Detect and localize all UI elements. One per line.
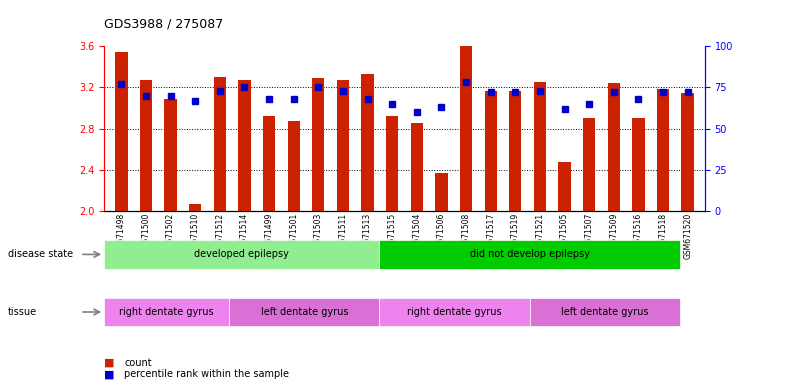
Text: left dentate gyrus: left dentate gyrus [260,307,348,317]
Text: disease state: disease state [8,249,73,260]
Bar [509,91,521,211]
Text: ■: ■ [104,358,115,368]
Bar [583,118,595,211]
Bar [361,74,374,211]
Bar [214,77,226,211]
Bar [411,124,423,211]
Bar [435,173,448,211]
Bar [115,52,127,211]
Bar [460,46,473,211]
Bar [608,83,620,211]
Text: ■: ■ [104,369,115,379]
Bar [657,89,669,211]
Bar [288,121,300,211]
Bar [558,162,570,211]
Bar [632,118,645,211]
Bar [682,93,694,211]
Text: right dentate gyrus: right dentate gyrus [407,307,502,317]
Bar [239,80,251,211]
Text: did not develop epilepsy: did not develop epilepsy [469,249,590,260]
Bar [140,80,152,211]
Bar [533,82,546,211]
Bar [386,116,398,211]
Text: GDS3988 / 275087: GDS3988 / 275087 [104,18,223,31]
Bar [189,204,201,211]
Text: tissue: tissue [8,307,37,317]
Text: left dentate gyrus: left dentate gyrus [561,307,649,317]
Text: right dentate gyrus: right dentate gyrus [119,307,214,317]
Bar [263,116,276,211]
Text: percentile rank within the sample: percentile rank within the sample [124,369,289,379]
Text: developed epilepsy: developed epilepsy [195,249,289,260]
Bar [336,80,349,211]
Bar [312,78,324,211]
Bar [485,91,497,211]
Text: count: count [124,358,151,368]
Bar [164,99,177,211]
